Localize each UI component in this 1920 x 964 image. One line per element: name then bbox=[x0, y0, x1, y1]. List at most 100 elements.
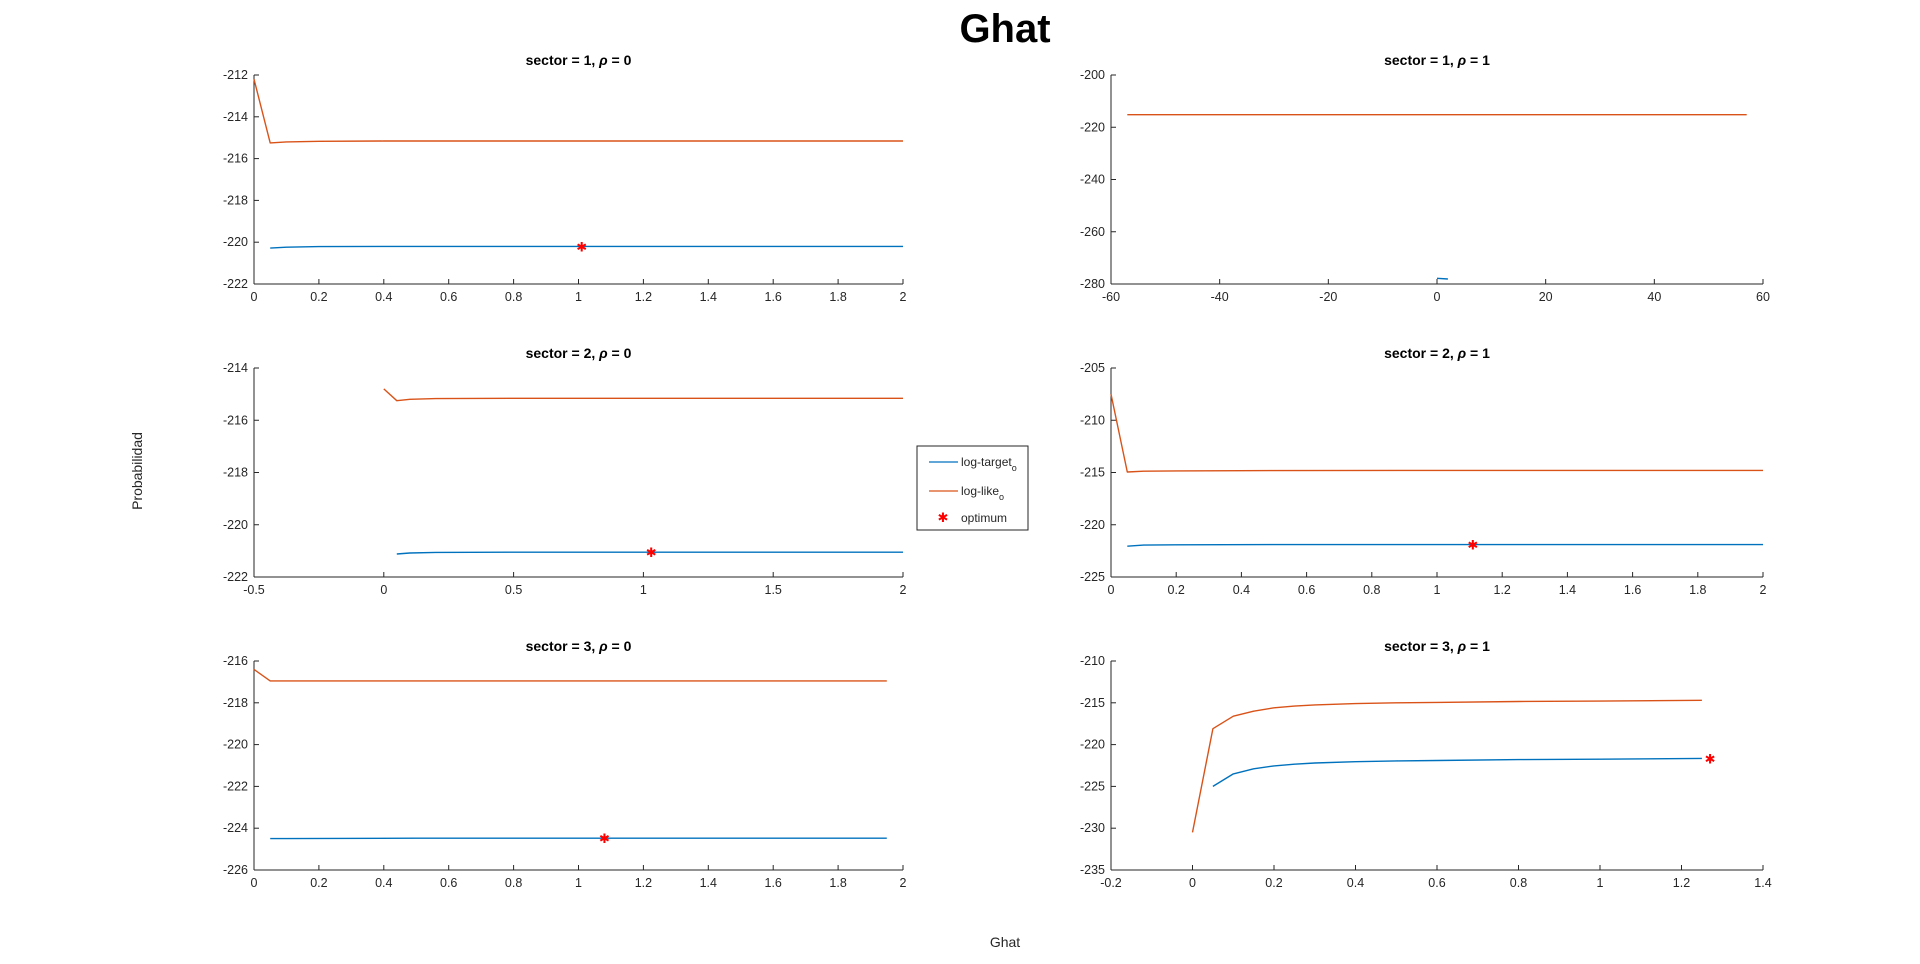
legend: log-targeto log-likeo ✱ optimum bbox=[916, 445, 1029, 531]
subplot-title-part: = 0 bbox=[608, 638, 632, 654]
y-tick-label: -200 bbox=[1080, 68, 1105, 82]
series-line-log-like bbox=[1110, 393, 1763, 473]
y-tick-label: -225 bbox=[1080, 779, 1105, 793]
legend-label-optimum: optimum bbox=[961, 511, 1007, 525]
y-tick-label: -220 bbox=[223, 738, 248, 752]
legend-entry-log-target: log-targeto bbox=[929, 455, 1017, 473]
subplot-grid: sector = 1, ρ = 0 0 0.2 0.4 0.6 0.8 1 1.2 1.4 1.6… bbox=[223, 52, 1772, 890]
subplot-6: sector = 3, ρ = 1 -0.2 0 0.2 0.4 0.6 0.8 1 1.2 1.… bbox=[1080, 638, 1772, 890]
x-tick-label: 0.8 bbox=[1363, 583, 1380, 597]
x-tick-label: 0 bbox=[251, 876, 258, 890]
subplot-title-rho: ρ bbox=[598, 345, 608, 361]
y-tick-label: -220 bbox=[223, 235, 248, 249]
x-tick-label: 0.6 bbox=[1298, 583, 1315, 597]
figure-title: Ghat bbox=[959, 7, 1050, 51]
subplot-3: sector = 2, ρ = 0 -0.5 0 0.5 1 1.5 2 -222 -220 -2… bbox=[223, 345, 907, 597]
y-tick-label: -220 bbox=[1080, 738, 1105, 752]
x-tick-label: 0 bbox=[1434, 290, 1441, 304]
subplot-title: sector = 2, ρ = 0 bbox=[526, 345, 632, 361]
x-tick-label: 0.4 bbox=[1233, 583, 1250, 597]
y-tick-label: -260 bbox=[1080, 225, 1105, 239]
subplot-title: sector = 1, ρ = 0 bbox=[526, 52, 632, 68]
optimum-marker: ✱ bbox=[599, 831, 610, 846]
legend-label-log-target: log-targeto bbox=[961, 455, 1017, 473]
y-tick-label: -212 bbox=[223, 68, 248, 82]
y-tick-label: -216 bbox=[223, 654, 248, 668]
x-tick-label: 1.6 bbox=[765, 876, 782, 890]
x-tick-label: 0 bbox=[1108, 583, 1115, 597]
x-tick-label: 1 bbox=[640, 583, 647, 597]
global-x-label: Ghat bbox=[990, 934, 1020, 950]
x-tick-label: 0.6 bbox=[440, 876, 457, 890]
x-tick-label: 1.4 bbox=[700, 876, 717, 890]
x-tick-label: 0.8 bbox=[505, 290, 522, 304]
subplot-title-rho: ρ bbox=[598, 52, 608, 68]
x-tick-label: 60 bbox=[1756, 290, 1770, 304]
global-y-label: Probabilidad bbox=[129, 432, 145, 510]
subplot-title-part: sector = 1, bbox=[526, 52, 600, 68]
y-tick-label: -220 bbox=[223, 518, 248, 532]
x-tick-label: 2 bbox=[900, 876, 907, 890]
x-tick-label: 0 bbox=[1189, 876, 1196, 890]
x-tick-label: 1.4 bbox=[700, 290, 717, 304]
x-tick-label: -40 bbox=[1211, 290, 1229, 304]
subplot-title-part: sector = 2, bbox=[1384, 345, 1458, 361]
y-tick-label: -220 bbox=[1080, 518, 1105, 532]
subplot-title: sector = 3, ρ = 1 bbox=[1384, 638, 1490, 654]
x-tick-label: 1 bbox=[1597, 876, 1604, 890]
y-tick-label: -240 bbox=[1080, 173, 1105, 187]
y-tick-label: -280 bbox=[1080, 277, 1105, 291]
x-tick-label: 0.2 bbox=[310, 290, 327, 304]
optimum-marker: ✱ bbox=[1467, 538, 1478, 553]
x-tick-label: -0.5 bbox=[243, 583, 265, 597]
x-tick-label: 1.2 bbox=[1494, 583, 1511, 597]
optimum-marker: ✱ bbox=[646, 545, 657, 560]
subplot-1: sector = 1, ρ = 0 0 0.2 0.4 0.6 0.8 1 1.2 1.4 1.6… bbox=[223, 52, 907, 304]
subplot-title-part: = 0 bbox=[608, 52, 632, 68]
subplot-title-part: = 1 bbox=[1466, 638, 1490, 654]
legend-label-log-like: log-likeo bbox=[961, 484, 1004, 502]
series-line-log-like bbox=[383, 388, 903, 402]
y-tick-label: -220 bbox=[1080, 120, 1105, 134]
x-tick-label: 40 bbox=[1647, 290, 1661, 304]
x-tick-label: 0.8 bbox=[1510, 876, 1527, 890]
subplot-title-part: = 1 bbox=[1466, 52, 1490, 68]
y-tick-label: -218 bbox=[223, 193, 248, 207]
x-tick-label: 0.2 bbox=[310, 876, 327, 890]
x-tick-label: 1.6 bbox=[765, 290, 782, 304]
series-line-log-like bbox=[1191, 699, 1702, 833]
y-tick-label: -214 bbox=[223, 110, 248, 124]
x-tick-label: 1.4 bbox=[1754, 876, 1771, 890]
legend-entry-optimum: ✱ optimum bbox=[938, 510, 1007, 525]
subplot-title-part: sector = 2, bbox=[526, 345, 600, 361]
x-tick-label: 1.4 bbox=[1559, 583, 1576, 597]
subplot-title-part: sector = 1, bbox=[1384, 52, 1458, 68]
x-tick-label: 1 bbox=[575, 290, 582, 304]
x-tick-label: 1.2 bbox=[635, 290, 652, 304]
x-tick-label: 0.6 bbox=[440, 290, 457, 304]
y-tick-label: -230 bbox=[1080, 821, 1105, 835]
y-tick-label: -225 bbox=[1080, 570, 1105, 584]
subplot-title: sector = 2, ρ = 1 bbox=[1384, 345, 1490, 361]
optimum-marker: ✱ bbox=[576, 239, 587, 254]
x-tick-label: 2 bbox=[1760, 583, 1767, 597]
x-tick-label: 1.8 bbox=[829, 876, 846, 890]
x-tick-label: 20 bbox=[1539, 290, 1553, 304]
x-tick-label: 1 bbox=[1434, 583, 1441, 597]
series-line-log-target bbox=[1212, 757, 1702, 787]
legend-marker-optimum: ✱ bbox=[938, 510, 949, 525]
x-tick-label: 0.2 bbox=[1168, 583, 1185, 597]
x-tick-label: 1 bbox=[575, 876, 582, 890]
y-tick-label: -226 bbox=[223, 863, 248, 877]
y-tick-label: -218 bbox=[223, 696, 248, 710]
subplot-4: sector = 2, ρ = 1 0 0.2 0.4 0.6 0.8 1 1.2 1.4 1.6… bbox=[1080, 345, 1767, 597]
subplot-title-rho: ρ bbox=[598, 638, 608, 654]
x-tick-label: 1.2 bbox=[1673, 876, 1690, 890]
x-tick-label: 0.2 bbox=[1265, 876, 1282, 890]
x-tick-label: 1.2 bbox=[635, 876, 652, 890]
subplot-title-rho: ρ bbox=[1457, 638, 1467, 654]
x-tick-label: 2 bbox=[900, 290, 907, 304]
x-tick-label: -20 bbox=[1319, 290, 1337, 304]
x-tick-label: 0.6 bbox=[1428, 876, 1445, 890]
optimum-marker: ✱ bbox=[1705, 751, 1716, 766]
